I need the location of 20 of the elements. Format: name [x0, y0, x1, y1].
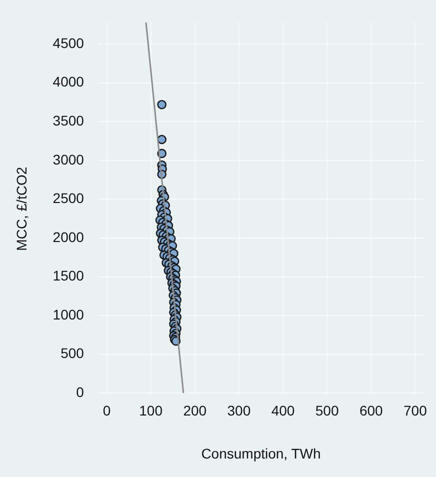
x-tick-label: 700 [404, 402, 428, 419]
x-tick-label: 200 [183, 402, 207, 419]
y-tick-label: 2500 [52, 190, 84, 206]
y-tick-label: 0 [76, 384, 84, 400]
y-tick-label: 1500 [52, 268, 84, 284]
y-tick-label: 4000 [52, 74, 84, 90]
x-tick-label: 600 [359, 402, 384, 419]
x-tick-label: 400 [271, 402, 295, 419]
y-tick-label: 3500 [52, 112, 84, 129]
x-tick-label: 500 [315, 402, 339, 419]
y-tick-label: 1000 [52, 306, 84, 322]
x-tick-label: 100 [139, 402, 163, 419]
y-tick-label: 2000 [52, 228, 84, 245]
y-tick-label: 500 [60, 345, 84, 362]
y-tick-label: 4500 [52, 34, 84, 51]
x-axis-title: Consumption, TWh [201, 445, 321, 462]
y-tick-label: 3000 [52, 151, 84, 168]
x-tick-label: 0 [102, 402, 111, 419]
x-tick-label: 300 [227, 402, 251, 419]
y-axis-title: MCC, £/tCO2 [13, 166, 30, 251]
